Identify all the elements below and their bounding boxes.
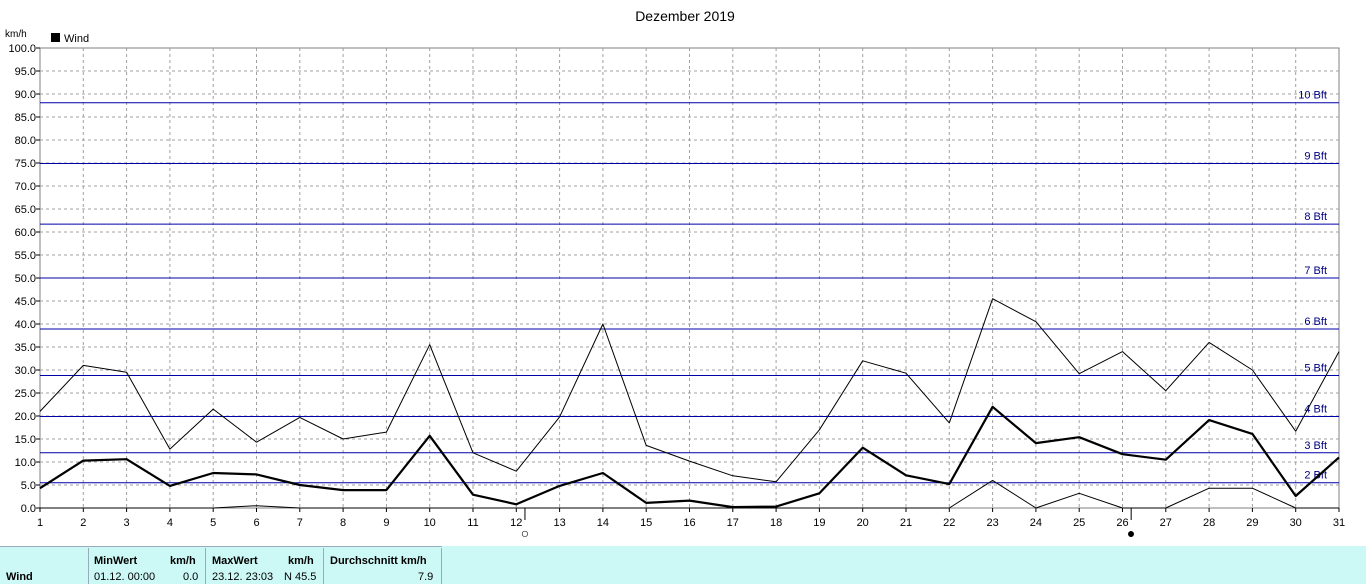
stats-top-border [0, 546, 442, 547]
x-tick-label: 30 [1290, 517, 1302, 529]
axes: 0.0 5.0 10.0 15.0 20.0 25.0 30.0 35.0 40.0 45.0 50… [8, 43, 1345, 541]
x-tick-label: 29 [1246, 517, 1258, 529]
min-value: 0.0 [183, 571, 199, 583]
y-tick-label: 0.0 [21, 503, 36, 515]
x-tick-label: 17 [727, 517, 739, 529]
beaufort-label: 6 Bft [1304, 316, 1327, 328]
beaufort-label: 3 Bft [1304, 440, 1327, 452]
x-tick-label: 14 [597, 517, 609, 529]
y-tick-label: 25.0 [15, 388, 36, 400]
y-tick-label: 40.0 [15, 319, 36, 331]
max-time: 23.12. 23:03 [212, 571, 274, 583]
beaufort-label: 8 Bft [1304, 211, 1327, 223]
x-tick-label: 31 [1333, 517, 1345, 529]
y-tick-label: 85.0 [15, 112, 36, 124]
y-axis-unit-label: km/h [5, 29, 27, 40]
x-tick-label: 7 [297, 517, 303, 529]
x-tick-label: 15 [640, 517, 652, 529]
y-tick-label: 80.0 [15, 135, 36, 147]
moon-phase-icon: ○ [521, 525, 529, 541]
series-line-maximum [39, 298, 1340, 483]
x-tick-label: 16 [683, 517, 695, 529]
x-tick-label: 20 [857, 517, 869, 529]
beaufort-label: 10 Bft [1298, 90, 1327, 102]
legend-swatch [51, 33, 60, 42]
avg-header: Durchschnitt km/h [330, 555, 427, 567]
y-tick-label: 15.0 [15, 434, 36, 446]
series-line-average [39, 405, 1340, 509]
stats-row-label: Wind [6, 571, 33, 583]
divider [88, 548, 89, 584]
x-tick-label: 5 [210, 517, 216, 529]
y-tick-label: 75.0 [15, 158, 36, 170]
x-tick-label: 24 [1030, 517, 1042, 529]
moon-phase-icon: ● [1127, 525, 1135, 541]
divider [323, 548, 324, 584]
min-unit-header: km/h [170, 555, 196, 567]
divider [441, 548, 442, 584]
x-tick-label: 19 [813, 517, 825, 529]
max-header: MaxWert [212, 555, 258, 567]
x-tick-label: 26 [1116, 517, 1128, 529]
min-time: 01.12. 00:00 [94, 571, 156, 583]
y-tick-label: 65.0 [15, 204, 36, 216]
x-tick-label: 22 [943, 517, 955, 529]
max-value: N 45.5 [284, 571, 317, 583]
y-tick-label: 50.0 [15, 273, 36, 285]
x-tick-label: 25 [1073, 517, 1085, 529]
x-tick-label: 3 [124, 517, 130, 529]
y-tick-label: 20.0 [15, 411, 36, 423]
divider [205, 548, 206, 584]
x-tick-label: 1 [37, 517, 43, 529]
x-tick-label: 27 [1160, 517, 1172, 529]
x-tick-label: 21 [900, 517, 912, 529]
x-tick-label: 6 [253, 517, 259, 529]
beaufort-label: 5 Bft [1304, 363, 1327, 375]
y-tick-label: 35.0 [15, 342, 36, 354]
y-tick-label: 5.0 [21, 480, 36, 492]
y-tick-label: 30.0 [15, 365, 36, 377]
x-tick-label: 23 [986, 517, 998, 529]
y-tick-label: 60.0 [15, 227, 36, 239]
x-tick-label: 28 [1203, 517, 1215, 529]
stats-panel: Wind MinWert km/h 01.12. 00:00 0.0 MaxWe… [0, 546, 1366, 584]
x-tick-label: 11 [467, 517, 478, 529]
y-tick-label: 100.0 [8, 43, 36, 55]
y-tick-label: 95.0 [15, 66, 36, 78]
x-tick-label: 9 [383, 517, 389, 529]
min-header: MinWert [94, 555, 138, 567]
beaufort-label: 4 Bft [1304, 403, 1327, 415]
chart-title: Dezember 2019 [635, 8, 735, 24]
x-tick-label: 10 [424, 517, 436, 529]
y-tick-label: 90.0 [15, 89, 36, 101]
x-tick-label: 12 [510, 517, 522, 529]
x-tick-label: 4 [167, 517, 173, 529]
x-tick-label: 18 [770, 517, 782, 529]
avg-value: 7.9 [418, 571, 434, 583]
beaufort-label: 9 Bft [1304, 150, 1327, 162]
max-unit-header: km/h [288, 555, 314, 567]
legend-label: Wind [64, 33, 89, 45]
beaufort-label: 7 Bft [1304, 265, 1327, 277]
x-tick-label: 8 [340, 517, 346, 529]
y-tick-label: 55.0 [15, 250, 36, 262]
y-tick-label: 45.0 [15, 296, 36, 308]
x-tick-label: 2 [80, 517, 86, 529]
y-tick-label: 10.0 [15, 457, 36, 469]
y-tick-label: 70.0 [15, 181, 36, 193]
x-tick-label: 13 [553, 517, 565, 529]
